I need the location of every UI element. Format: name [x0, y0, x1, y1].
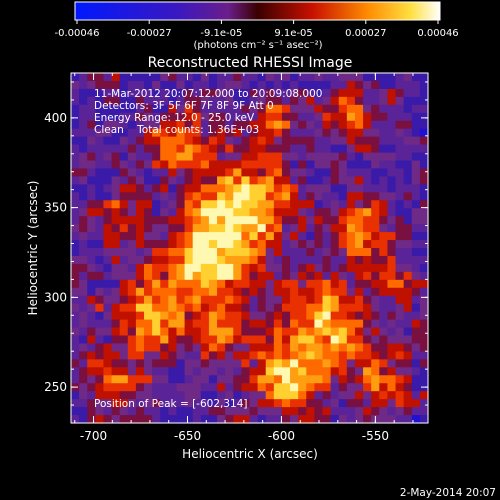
footer-timestamp: 2-May-2014 20:07	[400, 487, 496, 499]
colorbar-tick-label: 0.00027	[345, 28, 386, 39]
image-title: Reconstructed RHESSI Image	[148, 55, 353, 71]
annotation-detectors: Detectors: 3F 5F 6F 7F 8F 9F Att 0	[94, 100, 274, 112]
colorbar-tick-label: -0.00027	[127, 28, 172, 39]
y-tick-label: 250	[44, 380, 67, 394]
y-tick-label: 400	[44, 111, 67, 125]
colorbar-units: (photons cm⁻² s⁻¹ asec⁻²)	[193, 40, 322, 51]
x-tick-label: -550	[362, 429, 389, 443]
x-tick-label: -650	[174, 429, 201, 443]
annotation-time-range: 11-Mar-2012 20:07:12.000 to 20:09:08.000	[94, 88, 323, 100]
annotation-energy-range: Energy Range: 12.0 - 25.0 keV	[94, 112, 255, 124]
colorbar	[74, 1, 441, 21]
x-tick-label: -600	[268, 429, 295, 443]
y-axis-label: Heliocentric Y (arcsec)	[26, 181, 40, 316]
colorbar-tick-label: 9.1e-05	[274, 28, 312, 39]
x-tick-label: -700	[80, 429, 107, 443]
plot-frame	[70, 72, 429, 424]
axis-ticks: -700 -650 -600 -550 400 350 300 250	[44, 73, 428, 443]
colorbar-tick-label: -9.1e-05	[200, 28, 242, 39]
colorbar-ticks: -0.00046 -0.00027 -9.1e-05 9.1e-05 0.00027 0.…	[55, 20, 459, 39]
y-tick-label: 300	[44, 290, 67, 304]
colorbar-tick-label: -0.00046	[55, 28, 100, 39]
y-tick-label: 350	[44, 201, 67, 215]
annotation-clean-counts: Clean Total counts: 1.36E+03	[94, 124, 260, 136]
x-axis-label: Heliocentric X (arcsec)	[182, 447, 318, 461]
rhessi-image	[71, 73, 429, 424]
colorbar-tick-label: 0.00046	[417, 28, 458, 39]
annotation-peak-position: Position of Peak = [-602,314]	[94, 398, 248, 410]
